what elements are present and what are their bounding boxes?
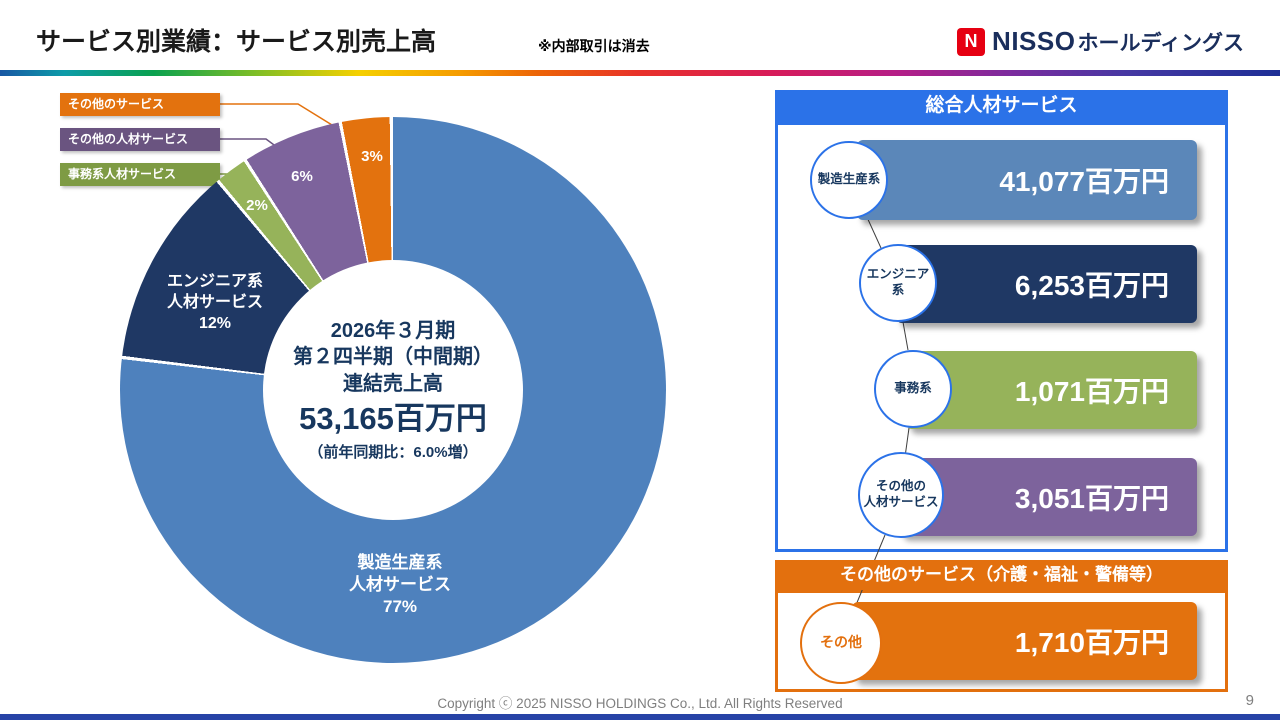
page-title: サービス別業績：サービス別売上高: [36, 28, 437, 56]
company-logo: N NISSO ホールディングス: [957, 26, 1244, 57]
callout-clerical-services: 事務系人材サービス: [60, 163, 220, 186]
yoy-change: （前年同期比：6.0%増）: [308, 444, 478, 462]
bar-other-services: 1,710百万円: [852, 602, 1197, 680]
callout-label: その他のサービス: [68, 97, 165, 111]
callout-label: その他の人材サービス: [68, 132, 189, 146]
category-circle-other: その他: [800, 602, 882, 684]
bottom-accent-bar: [0, 714, 1280, 720]
callout-label: 事務系人材サービス: [68, 167, 177, 181]
category-circle-clerical: 事務系: [874, 350, 952, 428]
category-circle-other-hr: その他の 人材サービス: [858, 452, 944, 538]
total-revenue: 53,165百万円: [299, 400, 487, 436]
bar-engineering: 6,253百万円: [896, 245, 1197, 323]
slice-label-engineering: エンジニア系 人材サービス 12%: [166, 273, 263, 332]
bar-other-hr: 3,051百万円: [899, 458, 1197, 536]
fiscal-year: 2026年３月期: [330, 319, 456, 342]
logo-mark-icon: N: [957, 27, 986, 56]
title-note: ※内部取引は消去: [538, 38, 650, 54]
slice-label-manufacturing: 製造生産系 人材サービス 77%: [349, 553, 451, 617]
donut-center: 2026年３月期 第２四半期（中間期） 連結売上高 53,165百万円 （前年同…: [263, 260, 523, 520]
period: 第２四半期（中間期）: [293, 346, 493, 369]
logo-suffix: ホールディングス: [1077, 31, 1244, 55]
other-panel-body: [775, 590, 1228, 692]
rainbow-divider: [0, 70, 1280, 76]
page-number: 9: [1245, 692, 1254, 709]
staffing-panel-body: [775, 122, 1228, 552]
metric-name: 連結売上高: [343, 372, 443, 395]
callout-other-hr-services: その他の人材サービス: [60, 128, 220, 151]
copyright: Copyright ⓒ 2025 NISSO HOLDINGS Co., Ltd…: [437, 696, 843, 711]
slice-label-clerical: 2%: [246, 197, 268, 214]
bar-clerical: 1,071百万円: [906, 351, 1197, 429]
bar-manufacturing: 41,077百万円: [857, 140, 1197, 220]
other-panel-header: その他のサービス（介護・福祉・警備等）: [775, 560, 1228, 590]
staffing-panel-header: 総合人材サービス: [775, 90, 1228, 122]
slice-label-other: 3%: [361, 148, 383, 165]
category-circle-engineering: エンジニア系: [859, 244, 937, 322]
slice-label-other-hr: 6%: [291, 168, 313, 185]
callout-other-services: その他のサービス: [60, 93, 220, 116]
category-circle-manufacturing: 製造生産系: [810, 141, 888, 219]
logo-name: NISSO: [992, 26, 1076, 56]
